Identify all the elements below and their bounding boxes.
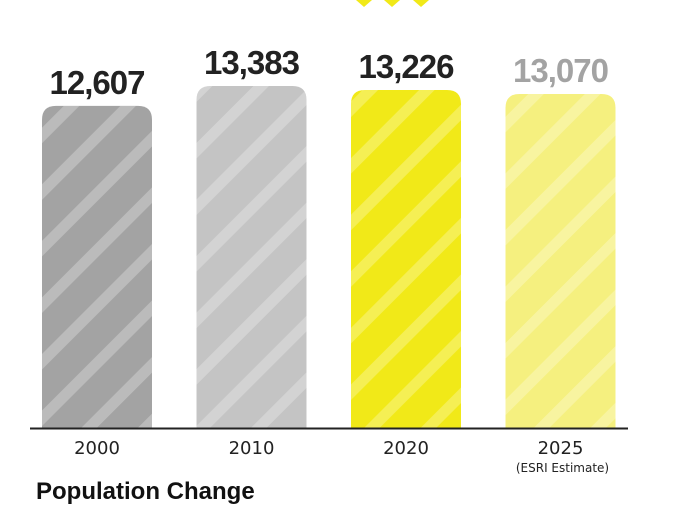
- x-tick-label-2020: 2020: [383, 438, 429, 459]
- x-tick-label-2000: 2000: [74, 438, 120, 459]
- bar-group-2025: 13,070 2025 (ESRI Estimate): [505, 52, 616, 475]
- top-decoration: [356, 0, 429, 7]
- bar-group-2000: 12,607 2000: [42, 64, 152, 459]
- value-label-2010: 13,383: [204, 44, 300, 81]
- bar-group-2020: 13,226 2020: [351, 48, 461, 459]
- value-label-2000: 12,607: [50, 64, 145, 101]
- bar-group-2010: 13,383 2010: [196, 44, 307, 459]
- x-tick-label-2025: 2025: [538, 438, 584, 459]
- bar-stripes-2025: [505, 93, 616, 428]
- chart-footer-title: Population Change: [36, 478, 255, 505]
- x-tick-note-2025: (ESRI Estimate): [516, 461, 609, 475]
- bar-stripes-2020: [351, 90, 461, 428]
- bar-stripes-2000: [42, 105, 152, 428]
- population-bar-chart: 12,607 2000 13,383 2010 13,226 2020 13,070 2025…: [30, 0, 628, 475]
- value-label-2025: 13,070: [513, 52, 608, 89]
- x-tick-label-2010: 2010: [229, 438, 275, 459]
- bar-stripes-2010: [196, 86, 307, 428]
- value-label-2020: 13,226: [359, 48, 455, 85]
